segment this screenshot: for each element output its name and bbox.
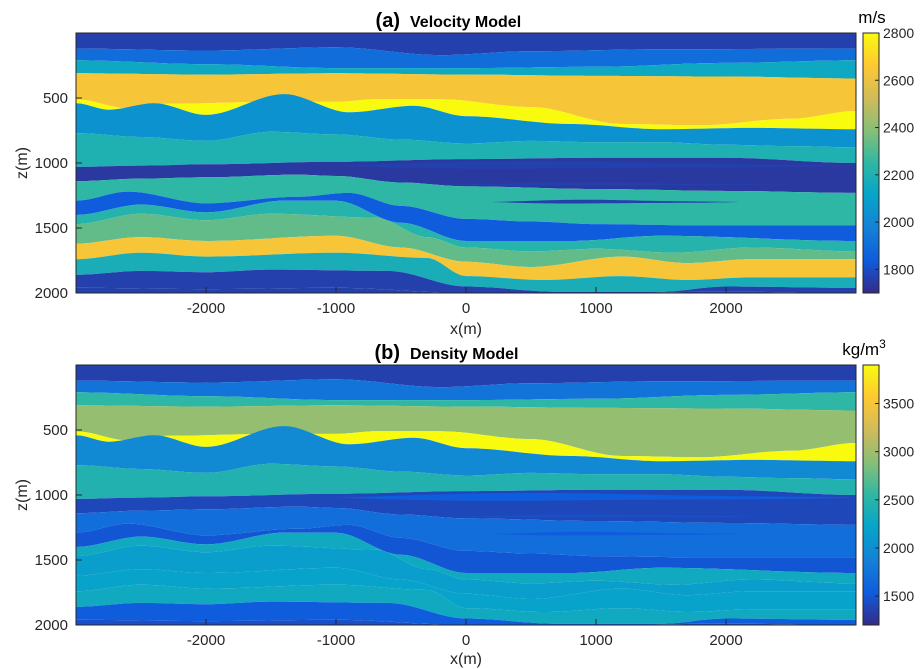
model-lens-2 <box>446 182 791 186</box>
x-tick-label: 2000 <box>709 632 742 649</box>
model-layer-7 <box>76 131 856 167</box>
colorbar-tick-label: 2200 <box>883 167 914 183</box>
panel-b-y-axis: 500 1000 1500 2000 <box>35 422 82 634</box>
x-tick-label: 1000 <box>579 632 612 649</box>
model-layer-12 <box>76 545 856 599</box>
panel-a-title: Velocity Model <box>410 14 521 31</box>
colorbar-a-scale <box>862 32 880 294</box>
y-tick-label: 2000 <box>35 285 68 302</box>
model-lens-1 <box>336 492 856 501</box>
model-layer-12 <box>76 213 856 267</box>
model-layer-1 <box>76 365 856 388</box>
model-layer-9 <box>76 174 856 226</box>
panel-a-xlabel: x(m) <box>450 321 482 338</box>
colorbar-b-scale <box>862 364 880 626</box>
colorbar-a-unit: m/s <box>858 8 885 27</box>
x-tick-label: -2000 <box>187 300 225 317</box>
panel-a-ylabel: z(m) <box>14 147 31 179</box>
panel-b: (b) Density Model -2000 -1000 0 1000 2000 50… <box>14 337 914 668</box>
model-layer-2 <box>76 379 856 401</box>
y-tick-label: 1500 <box>35 220 68 237</box>
x-tick-label: -1000 <box>317 300 355 317</box>
colorbar-tick-label: 2800 <box>883 25 914 41</box>
colorbar-tick-label: 2400 <box>883 120 914 136</box>
model-layer-9 <box>76 506 856 558</box>
density-layers <box>76 365 856 625</box>
model-layer-2 <box>76 47 856 69</box>
model-layer-3 <box>76 60 856 79</box>
colorbar-tick-label: 1500 <box>883 588 914 604</box>
panel-a: (a) Velocity Model -2000 -1000 0 1000 2000 5… <box>14 8 914 338</box>
colorbar-tick-label: 1800 <box>883 261 914 277</box>
model-layer-4 <box>76 405 856 458</box>
x-tick-label: 1000 <box>579 300 612 317</box>
panel-a-plot-area <box>75 32 857 294</box>
model-layer-13 <box>76 567 856 612</box>
model-lens-3 <box>492 531 739 536</box>
panel-b-plot-area <box>75 364 857 626</box>
y-tick-label: 500 <box>43 90 68 107</box>
panel-b-label: (b) <box>374 342 400 364</box>
colorbar-b-unit-base: kg/m <box>842 340 879 359</box>
y-tick-label: 1000 <box>35 487 68 504</box>
y-tick-label: 500 <box>43 422 68 439</box>
model-layer-15 <box>76 269 856 293</box>
model-layer-6 <box>76 94 856 148</box>
model-lens-1 <box>336 160 856 169</box>
x-tick-label: 0 <box>462 632 470 649</box>
model-layer-16 <box>76 287 856 293</box>
model-layer-1 <box>76 33 856 56</box>
model-lens-2 <box>446 514 791 518</box>
colorbar-tick-label: 2000 <box>883 214 914 230</box>
model-layer-4 <box>76 73 856 126</box>
model-layer-15 <box>76 601 856 625</box>
y-tick-label: 1000 <box>35 155 68 172</box>
model-layer-6 <box>76 426 856 480</box>
panel-b-xlabel: x(m) <box>450 651 482 668</box>
colorbar-tick-label: 2600 <box>883 72 914 88</box>
model-layer-7 <box>76 463 856 499</box>
model-layer-5 <box>76 431 856 462</box>
colorbar-tick-label: 2000 <box>883 540 914 556</box>
velocity-layers <box>76 33 856 293</box>
model-layer-13 <box>76 235 856 280</box>
panel-b-ylabel: z(m) <box>14 479 31 511</box>
colorbar-b-unit: kg/m3 <box>842 337 886 359</box>
model-layer-3 <box>76 392 856 411</box>
y-tick-label: 2000 <box>35 617 68 634</box>
x-tick-label: 0 <box>462 300 470 317</box>
model-layer-10 <box>76 523 856 573</box>
model-layer-14 <box>76 252 856 292</box>
model-layer-14 <box>76 584 856 624</box>
x-tick-label: 2000 <box>709 300 742 317</box>
y-tick-label: 1500 <box>35 552 68 569</box>
panel-a-x-axis: -2000 -1000 0 1000 2000 <box>187 287 743 317</box>
model-layer-16 <box>76 619 856 625</box>
panel-a-label: (a) <box>376 10 400 32</box>
colorbar-tick-label: 3000 <box>883 444 914 460</box>
colorbar-tick-label: 3500 <box>883 396 914 412</box>
colorbar-b-unit-exponent: 3 <box>879 337 886 351</box>
model-layer-10 <box>76 191 856 241</box>
panel-a-colorbar: 1800 2000 2200 2400 2600 2800 m/s <box>858 8 914 294</box>
panel-b-title: Density Model <box>410 346 518 363</box>
x-tick-label: -1000 <box>317 632 355 649</box>
model-layer-5 <box>76 99 856 130</box>
panel-b-colorbar: 1500 2000 2500 3000 3500 kg/m3 <box>842 337 914 626</box>
x-tick-label: -2000 <box>187 632 225 649</box>
panel-a-y-axis: 500 1000 1500 2000 <box>35 90 82 302</box>
panel-b-x-axis: -2000 -1000 0 1000 2000 <box>187 619 743 649</box>
model-lens-3 <box>492 199 739 204</box>
colorbar-tick-label: 2500 <box>883 492 914 508</box>
